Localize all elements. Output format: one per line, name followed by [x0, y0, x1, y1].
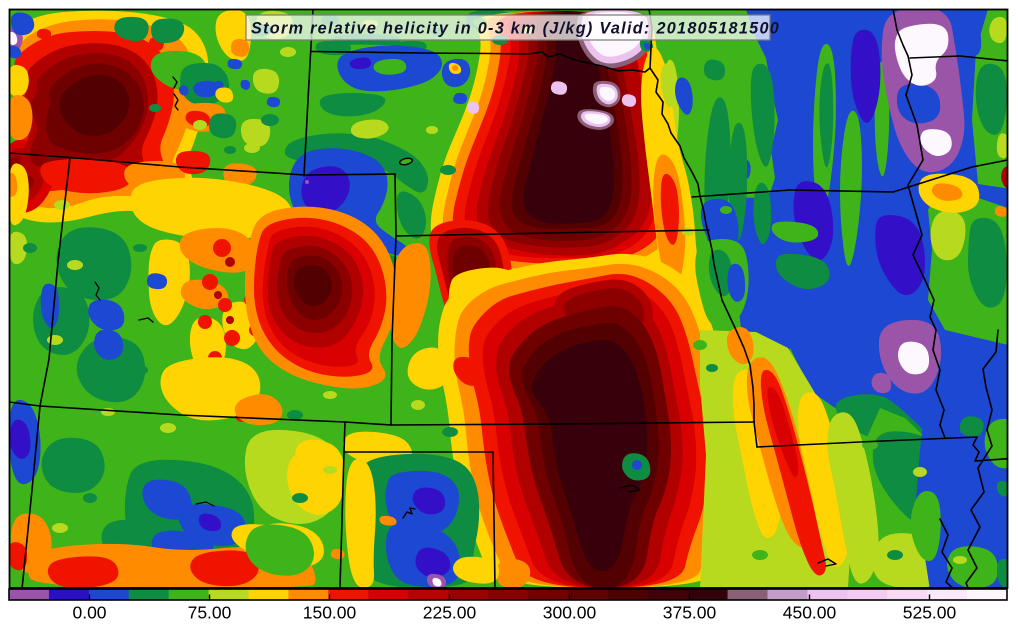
svg-text:75.00: 75.00 — [188, 603, 232, 623]
svg-text:375.00: 375.00 — [663, 603, 717, 623]
svg-text:Storm relative helicity in 0-3: Storm relative helicity in 0-3 km (J/kg)… — [251, 20, 780, 38]
svg-text:150.00: 150.00 — [303, 603, 357, 623]
svg-text:0.00: 0.00 — [72, 603, 106, 623]
svg-text:450.00: 450.00 — [783, 603, 837, 623]
svg-text:525.00: 525.00 — [903, 603, 957, 623]
svg-text:300.00: 300.00 — [543, 603, 597, 623]
svg-text:225.00: 225.00 — [423, 603, 477, 623]
